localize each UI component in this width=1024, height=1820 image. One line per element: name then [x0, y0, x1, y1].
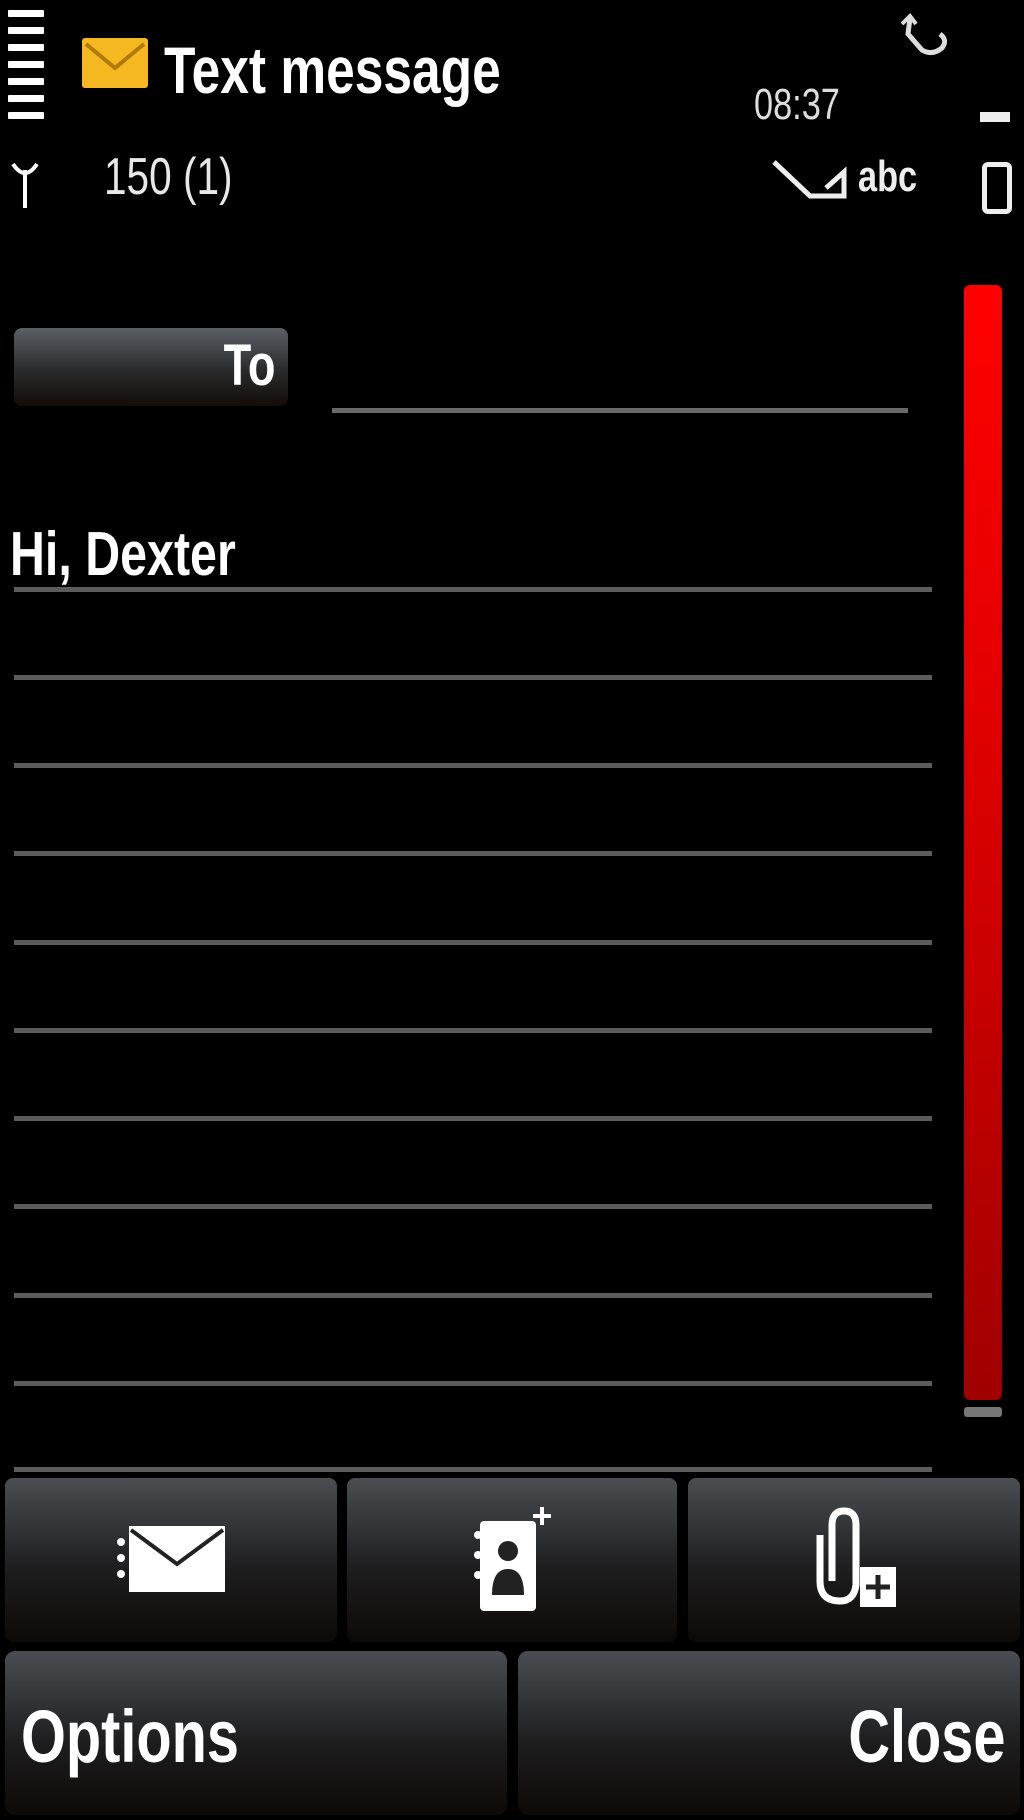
send-button[interactable]	[5, 1478, 337, 1642]
character-counter: 150 (1)	[104, 148, 233, 206]
input-mode-indicator: abc	[858, 152, 918, 201]
insert-attachment-icon	[816, 1507, 896, 1607]
scrollbar[interactable]	[964, 285, 1002, 1400]
to-button[interactable]: To	[14, 328, 288, 406]
page-title: Text message	[164, 33, 501, 107]
envelope-icon	[82, 38, 148, 88]
options-softkey[interactable]: Options	[5, 1651, 507, 1815]
send-message-icon	[117, 1526, 225, 1592]
battery-icon	[982, 162, 1012, 214]
rotate-icon[interactable]	[898, 12, 952, 58]
message-body-input[interactable]: Hi, Dexter	[10, 520, 236, 589]
add-recipient-button[interactable]	[347, 1478, 677, 1642]
message-type-icon	[772, 160, 847, 199]
antenna-icon	[11, 162, 39, 208]
insert-attachment-button[interactable]	[688, 1478, 1020, 1642]
scrollbar-end	[964, 1407, 1002, 1417]
clock: 08:37	[754, 80, 840, 129]
close-softkey[interactable]: Close	[518, 1651, 1020, 1815]
battery-level-icon	[980, 112, 1010, 122]
signal-bars-icon	[0, 0, 50, 130]
add-recipient-icon	[474, 1507, 551, 1611]
to-input[interactable]	[332, 408, 908, 413]
